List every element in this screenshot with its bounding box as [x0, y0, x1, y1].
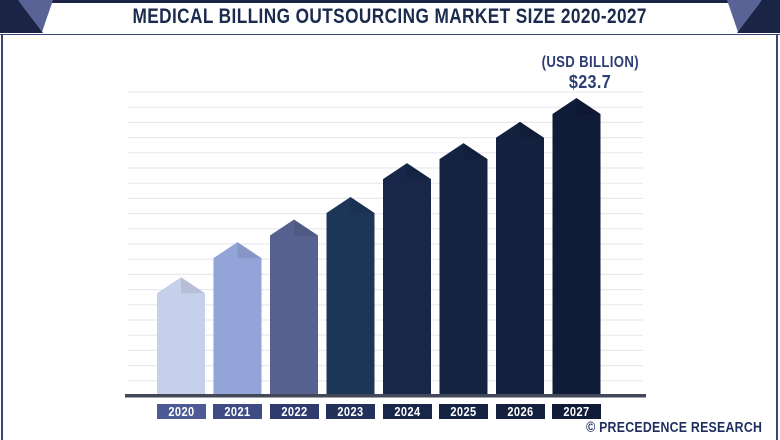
- bar-facet-shadow: [181, 277, 205, 294]
- year-label-text: 2026: [506, 404, 534, 419]
- year-label-2025: 2025: [439, 404, 488, 419]
- bar-2026: [496, 121, 544, 396]
- bar-2024: [383, 163, 431, 395]
- year-label-2022: 2022: [269, 404, 319, 419]
- source-credit: © PRECEDENCE RESEARCH: [555, 419, 762, 437]
- bar-2022: [270, 219, 318, 395]
- chart-title: MEDICAL BILLING OUTSOURCING MARKET SIZE …: [0, 5, 780, 29]
- bar-facet-shadow: [237, 242, 262, 259]
- peak-value-label: $23.7: [568, 72, 612, 92]
- x-axis-line: [125, 394, 646, 398]
- frame-border-left: [1, 34, 3, 440]
- value-annotation: (USD BILLION) $23.7: [470, 54, 710, 93]
- bar-2023: [326, 197, 375, 395]
- bar-2020: [157, 277, 205, 395]
- year-label-2021: 2021: [213, 404, 262, 419]
- chart-title-text: MEDICAL BILLING OUTSOURCING MARKET SIZE …: [132, 5, 648, 28]
- bar-facet-shadow: [463, 143, 488, 160]
- year-label-2024: 2024: [382, 404, 432, 419]
- corner-right-light-triangle: [727, 0, 762, 32]
- bar-facet-shadow: [407, 163, 431, 180]
- bar-facet-shadow: [350, 197, 375, 213]
- year-label-text: 2021: [224, 404, 251, 419]
- year-label-text: 2027: [563, 404, 590, 419]
- year-label-text: 2024: [393, 404, 421, 419]
- year-label-2023: 2023: [326, 404, 375, 419]
- corner-left-light-triangle: [18, 0, 53, 32]
- frame-border-right: [776, 34, 778, 440]
- source-credit-text: © PRECEDENCE RESEARCH: [585, 420, 762, 436]
- unit-label: (USD BILLION): [541, 54, 639, 71]
- year-label-2026: 2026: [495, 404, 545, 419]
- corner-left-dark-shape: [0, 0, 43, 33]
- corner-ribbon-left-icon: [0, 0, 53, 33]
- bar-2025: [439, 143, 488, 395]
- year-label-text: 2020: [167, 404, 195, 419]
- bar-2027: [552, 98, 601, 395]
- year-label-2020: 2020: [156, 404, 206, 419]
- top-accent-strip: [0, 0, 780, 3]
- year-label-text: 2023: [337, 404, 364, 419]
- year-label-text: 2025: [450, 404, 477, 419]
- bar-facet-shadow: [520, 121, 544, 138]
- year-label-2027: 2027: [552, 404, 601, 419]
- bar-2021: [213, 242, 262, 395]
- corner-ribbon-right-icon: [727, 0, 780, 33]
- year-label-text: 2022: [280, 404, 308, 419]
- frame-border-top: [0, 34, 780, 35]
- corner-right-dark-shape: [737, 0, 780, 33]
- bar-facet-shadow: [294, 219, 318, 236]
- bar-facet-shadow: [576, 98, 601, 114]
